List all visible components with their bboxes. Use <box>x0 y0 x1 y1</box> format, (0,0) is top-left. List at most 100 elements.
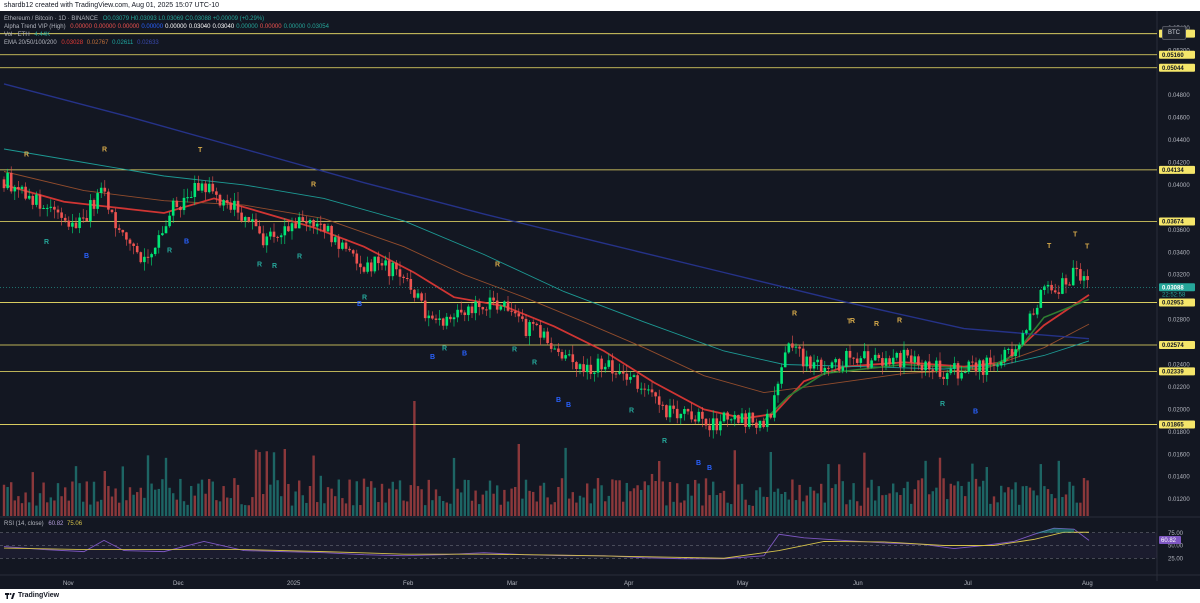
chart-area[interactable]: 0.054000.052000.048000.046000.044000.042… <box>0 11 1200 589</box>
volume-bar <box>751 505 754 516</box>
candle-body <box>459 309 463 313</box>
level-label-bg <box>1159 165 1195 174</box>
candle-body <box>585 364 589 373</box>
volume-bar <box>438 496 441 516</box>
volume-bar <box>254 449 258 516</box>
candle-body <box>258 226 261 234</box>
volume-bar <box>384 502 387 516</box>
volume-bar <box>701 505 704 516</box>
volume-bar <box>766 497 769 516</box>
candle-body <box>978 360 981 372</box>
signal-marker-top: R <box>874 321 879 328</box>
candle-body <box>528 322 531 337</box>
candle-body <box>956 363 960 379</box>
candle-body <box>218 194 222 206</box>
candle-body <box>233 200 236 210</box>
legend-alpha-value: 0.00000 <box>259 24 282 30</box>
legend-alpha-values: 0.00000 0.00000 0.00000 0.00000 0.00000 0.030… <box>70 24 331 30</box>
candle-body <box>128 239 132 244</box>
volume-bar <box>164 457 168 516</box>
candle-body <box>517 313 521 317</box>
volume-bar <box>740 483 744 516</box>
volume-bar <box>517 444 520 516</box>
signal-marker-top: R <box>850 318 855 325</box>
candle-body <box>488 297 492 310</box>
volume-bar <box>539 485 542 516</box>
legend-ema-row: EMA 20/50/100/200 0.03028 0.02767 0.0261… <box>4 39 161 47</box>
candle-body <box>650 389 654 393</box>
volume-bar <box>604 501 607 516</box>
candle-body <box>996 365 999 367</box>
ema-line-3 <box>3 148 1090 370</box>
volume-bar <box>593 488 596 516</box>
level-label: 0.03674 <box>1162 220 1184 226</box>
volume-bar <box>348 479 351 516</box>
candle-body <box>351 250 355 254</box>
volume-bar <box>924 460 927 516</box>
price-tick-label: 0.04400 <box>1168 138 1190 144</box>
candle-body <box>71 222 74 227</box>
volume-bar <box>848 499 852 516</box>
volume-bar <box>953 485 956 516</box>
legend-symbol-row: Ethereum / Bitcoin · 1D · BINANCE O0.030… <box>4 15 266 23</box>
candle-body <box>535 323 539 326</box>
volume-bar <box>618 480 621 516</box>
candle-body <box>150 254 153 258</box>
volume-bar <box>838 464 841 516</box>
candle-body <box>1079 269 1082 281</box>
volume-bar <box>222 486 225 516</box>
volume-bar <box>229 498 232 516</box>
volume-bar <box>197 483 200 516</box>
candle-body <box>971 361 974 363</box>
candle-body <box>510 310 513 312</box>
candle-body <box>297 217 301 229</box>
candle-body <box>413 289 416 298</box>
volume-bar <box>946 499 949 516</box>
candle-body <box>690 411 693 420</box>
candle-body <box>1071 267 1075 286</box>
level-label-bg <box>1159 217 1195 226</box>
candle-body <box>719 421 722 431</box>
volume-bar <box>888 493 891 516</box>
volume-bar <box>823 502 826 516</box>
volume-bar <box>38 493 42 516</box>
candle-body <box>197 182 200 191</box>
volume-bar <box>938 457 942 516</box>
level-label-bg <box>1159 420 1195 429</box>
candle-body <box>632 375 636 377</box>
volume-bar <box>931 491 934 516</box>
level-label: 0.05044 <box>1162 66 1184 72</box>
last-price-label: 0.03088 <box>1162 285 1184 291</box>
candle-body <box>679 413 683 419</box>
candle-body <box>553 348 557 350</box>
ema-line-1 <box>3 184 1090 420</box>
volume-bar <box>370 481 373 516</box>
volume-bar <box>550 504 553 516</box>
candle-body <box>45 207 49 209</box>
currency-scale-button[interactable]: BTC <box>1162 26 1186 40</box>
volume-bar <box>398 480 402 516</box>
candle-body <box>809 356 812 369</box>
candle-body <box>333 237 337 243</box>
volume-bar <box>812 490 816 516</box>
candle-body <box>377 256 380 264</box>
volume-bar <box>337 479 340 516</box>
candle-body <box>1082 276 1086 281</box>
candle-body <box>549 343 553 349</box>
legend-alpha-value: 0.03040 <box>188 24 211 30</box>
candle-body <box>755 422 758 428</box>
legend-ema100-value: 0.02611 <box>112 40 134 46</box>
volume-bar <box>179 478 182 516</box>
candle-body <box>423 300 427 319</box>
volume-bar <box>312 455 315 516</box>
volume-bar <box>532 491 535 516</box>
volume-bar <box>697 483 700 516</box>
price-chart-svg[interactable]: 0.054000.052000.048000.046000.044000.042… <box>0 11 1200 589</box>
candle-body <box>204 183 207 193</box>
rsi-overbought-fill <box>1034 528 1074 534</box>
legend-ema-label: EMA 20/50/100/200 <box>4 40 57 46</box>
candle-body <box>751 412 755 423</box>
volume-bar <box>13 500 16 516</box>
volume-bar <box>1086 480 1089 516</box>
signal-marker-top: T <box>1047 243 1052 250</box>
